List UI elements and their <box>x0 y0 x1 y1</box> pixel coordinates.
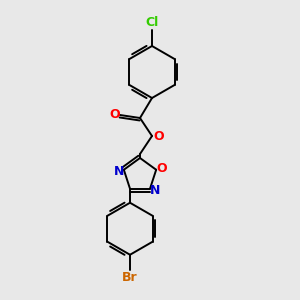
Text: Br: Br <box>122 271 138 284</box>
Text: O: O <box>157 162 167 175</box>
Text: N: N <box>114 165 124 178</box>
Text: O: O <box>110 109 120 122</box>
Text: Cl: Cl <box>146 16 159 29</box>
Text: N: N <box>150 184 160 197</box>
Text: O: O <box>154 130 164 142</box>
